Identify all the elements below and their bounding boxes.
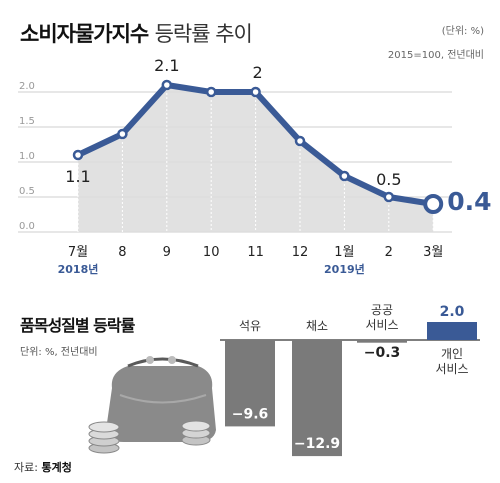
x-tick-label: 12 — [292, 245, 309, 260]
y-tick-label: 0.5 — [19, 186, 35, 197]
base-label: 2015=100, 전년대비 — [387, 50, 484, 61]
bar-category-label: 공공 — [371, 303, 393, 317]
data-point — [161, 79, 173, 91]
bar-value-label: −0.3 — [364, 345, 401, 361]
bar-category-label: 개인 — [441, 347, 463, 361]
bar — [357, 340, 407, 343]
bar-value-label: −12.9 — [294, 436, 340, 452]
data-point — [294, 135, 306, 147]
data-label: 2 — [253, 63, 263, 82]
bar-value-label: −9.6 — [232, 406, 269, 422]
data-point — [383, 191, 395, 203]
bar — [292, 340, 342, 457]
coin-purse-illustration — [88, 356, 216, 454]
x-tick-label: 11 — [247, 245, 264, 260]
year-label: 2019년 — [324, 262, 365, 276]
bar — [427, 322, 477, 340]
data-label: 0.5 — [376, 170, 401, 189]
data-point — [117, 128, 128, 140]
data-point — [423, 194, 444, 214]
y-tick-label: 0.0 — [19, 221, 35, 232]
year-label: 2018년 — [58, 262, 99, 276]
data-label: 1.1 — [65, 167, 90, 186]
x-tick-label: 1월 — [334, 245, 354, 260]
y-tick-label: 1.0 — [19, 151, 35, 162]
data-label: 0.4 — [447, 187, 491, 216]
data-point — [205, 86, 217, 98]
bar-category-label: 서비스 — [435, 362, 468, 376]
x-tick-label: 8 — [118, 245, 126, 260]
y-tick-label: 2.0 — [19, 81, 35, 92]
x-tick-label: 7월 — [68, 245, 88, 260]
bar-category-label: 석유 — [239, 319, 261, 333]
source-name: 통계청 — [41, 461, 72, 474]
bar-chart-unit: 단위: %, 전년대비 — [20, 347, 98, 358]
unit-label: (단위: %) — [441, 26, 484, 37]
source-label: 자료: — [14, 461, 38, 474]
bar-category-label: 채소 — [306, 319, 328, 333]
x-tick-label: 2 — [385, 245, 393, 260]
bar-value-label: 2.0 — [440, 304, 465, 320]
data-point — [339, 170, 350, 182]
title-sub: 등락률 추이 — [154, 22, 253, 46]
bar-category-label: 서비스 — [365, 318, 398, 332]
bar — [225, 340, 275, 427]
x-tick-label: 9 — [163, 245, 171, 260]
line-chart: 0.0 0.5 1.0 1.5 2.0 1.1 2.1 2 0.5 0.4 7월 8 9 10 11 12 1월… — [18, 56, 491, 276]
y-tick-label: 1.5 — [19, 116, 35, 127]
source-note: 자료: 통계청 — [14, 459, 72, 475]
chart-title: 소비자물가지수 등락률 추이 — [20, 18, 253, 48]
data-label: 2.1 — [154, 56, 179, 75]
bar-chart-title: 품목성질별 등락률 — [20, 316, 135, 335]
x-tick-label: 10 — [203, 245, 220, 260]
data-point — [72, 149, 84, 161]
data-point — [250, 86, 261, 98]
x-tick-label: 3월 — [423, 245, 443, 260]
title-main: 소비자물가지수 — [20, 22, 149, 46]
